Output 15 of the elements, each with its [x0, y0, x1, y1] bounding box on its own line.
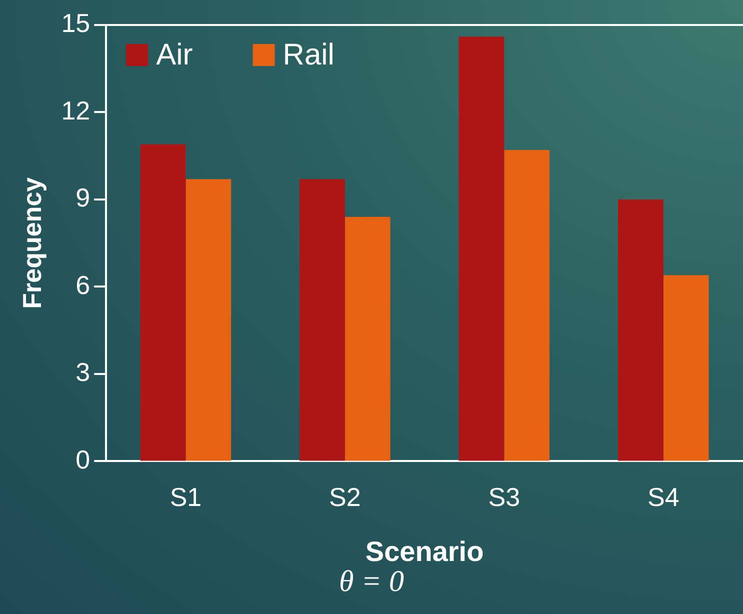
y-tick-label: 15	[61, 8, 90, 38]
y-tick-label: 3	[76, 357, 90, 388]
x-tick-label: S1	[170, 482, 202, 512]
y-tick-label: 6	[76, 270, 90, 300]
x-tick-label: S4	[647, 482, 680, 512]
y-tick-label: 0	[76, 444, 90, 474]
y-tick-label: 12	[61, 95, 90, 126]
x-tick-label: S2	[329, 482, 361, 512]
x-axis-title: Scenario	[365, 536, 484, 567]
text: θ = 0	[338, 565, 405, 599]
y-axis-title: Frequency	[16, 176, 47, 309]
legend-label: Rail	[282, 38, 334, 72]
x-tick-label: S3	[488, 482, 520, 512]
legend-label: Air	[156, 38, 193, 72]
y-tick-label: 9	[76, 182, 90, 213]
